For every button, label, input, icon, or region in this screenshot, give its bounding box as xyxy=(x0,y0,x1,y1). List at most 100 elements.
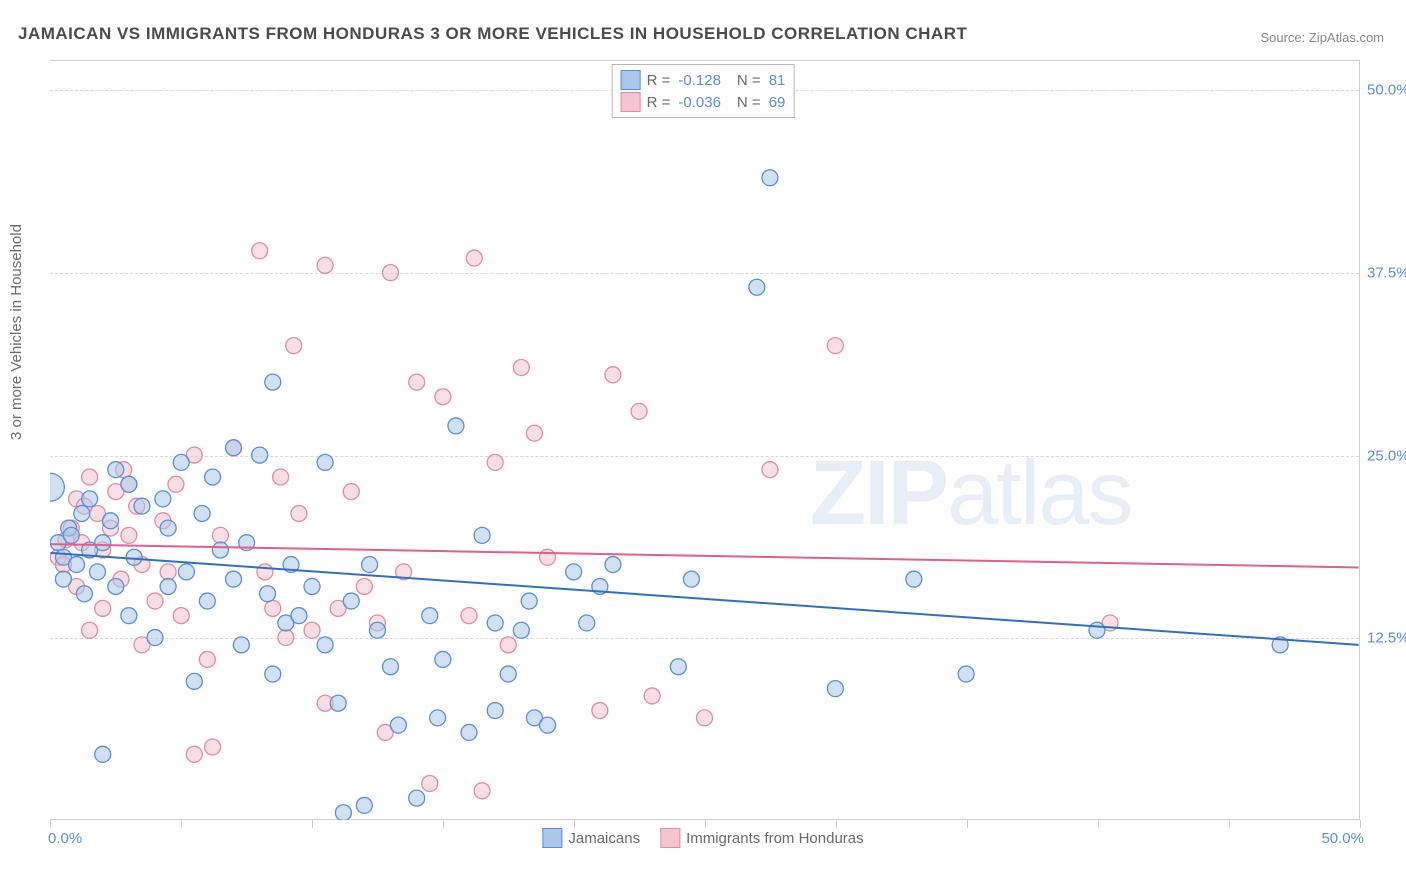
data-point xyxy=(317,637,333,653)
chart-title: JAMAICAN VS IMMIGRANTS FROM HONDURAS 3 O… xyxy=(18,24,967,44)
data-point xyxy=(958,666,974,682)
data-point xyxy=(82,491,98,507)
x-tick xyxy=(836,820,837,828)
data-point xyxy=(362,557,378,573)
x-tick xyxy=(312,820,313,828)
data-point xyxy=(461,724,477,740)
x-min-label: 0.0% xyxy=(48,830,82,847)
data-point xyxy=(252,447,268,463)
x-tick xyxy=(181,820,182,828)
scatter-chart-svg xyxy=(50,61,1359,820)
y-axis-label: 3 or more Vehicles in Household xyxy=(8,224,25,440)
data-point xyxy=(265,374,281,390)
legend-item-honduras: Immigrants from Honduras xyxy=(660,828,864,848)
data-point xyxy=(356,578,372,594)
y-tick-label: 50.0% xyxy=(1367,82,1406,99)
data-point xyxy=(383,659,399,675)
data-point xyxy=(827,338,843,354)
data-point xyxy=(317,454,333,470)
data-point xyxy=(63,527,79,543)
data-point xyxy=(265,600,281,616)
data-point xyxy=(160,520,176,536)
y-tick-label: 37.5% xyxy=(1367,264,1406,281)
data-point xyxy=(762,170,778,186)
data-point xyxy=(286,338,302,354)
x-tick xyxy=(574,820,575,828)
legend-item-jamaicans: Jamaicans xyxy=(542,828,640,848)
y-tick-label: 12.5% xyxy=(1367,630,1406,647)
data-point xyxy=(343,484,359,500)
data-point xyxy=(487,454,503,470)
data-point xyxy=(199,593,215,609)
data-point xyxy=(121,608,137,624)
x-max-label: 50.0% xyxy=(1321,830,1364,847)
trend-line xyxy=(50,553,1358,645)
data-point xyxy=(121,476,137,492)
data-point xyxy=(487,703,503,719)
data-point xyxy=(1089,622,1105,638)
data-point xyxy=(644,688,660,704)
data-point xyxy=(226,440,242,456)
data-point xyxy=(252,243,268,259)
data-point xyxy=(168,476,184,492)
data-point xyxy=(513,360,529,376)
data-point xyxy=(304,578,320,594)
data-point xyxy=(212,527,228,543)
data-point xyxy=(631,403,647,419)
x-tick xyxy=(443,820,444,828)
data-point xyxy=(448,418,464,434)
data-point xyxy=(173,454,189,470)
data-point xyxy=(304,622,320,638)
plot-area: ZIPatlas 12.5%25.0%37.5%50.0% xyxy=(50,60,1360,820)
data-point xyxy=(335,805,351,820)
x-tick xyxy=(705,820,706,828)
data-point xyxy=(343,593,359,609)
data-point xyxy=(126,549,142,565)
data-point xyxy=(500,666,516,682)
data-point xyxy=(435,389,451,405)
data-point xyxy=(317,257,333,273)
data-point xyxy=(199,651,215,667)
data-point xyxy=(260,586,276,602)
swatch-honduras-bottom xyxy=(660,828,680,848)
data-point xyxy=(265,666,281,682)
data-point xyxy=(205,739,221,755)
data-point xyxy=(186,746,202,762)
data-point xyxy=(487,615,503,631)
data-point xyxy=(291,608,307,624)
legend-row-honduras: R = -0.036 N = 69 xyxy=(621,91,786,113)
data-point xyxy=(205,469,221,485)
data-point xyxy=(474,783,490,799)
data-point xyxy=(390,717,406,733)
data-point xyxy=(50,473,64,501)
data-point xyxy=(134,498,150,514)
data-point xyxy=(749,279,765,295)
data-point xyxy=(697,710,713,726)
data-point xyxy=(474,527,490,543)
data-point xyxy=(566,564,582,580)
source-attribution: Source: ZipAtlas.com xyxy=(1260,30,1384,45)
data-point xyxy=(95,600,111,616)
data-point xyxy=(257,564,273,580)
correlation-legend: R = -0.128 N = 81 R = -0.036 N = 69 xyxy=(612,64,795,118)
data-point xyxy=(74,505,90,521)
data-point xyxy=(278,630,294,646)
data-point xyxy=(291,505,307,521)
data-point xyxy=(422,776,438,792)
data-point xyxy=(430,710,446,726)
x-tick xyxy=(1229,820,1230,828)
data-point xyxy=(226,571,242,587)
swatch-jamaicans xyxy=(621,70,641,90)
data-point xyxy=(526,425,542,441)
data-point xyxy=(160,578,176,594)
data-point xyxy=(605,557,621,573)
data-point xyxy=(409,374,425,390)
data-point xyxy=(435,651,451,667)
data-point xyxy=(422,608,438,624)
data-point xyxy=(103,513,119,529)
data-point xyxy=(178,564,194,580)
data-point xyxy=(670,659,686,675)
data-point xyxy=(82,622,98,638)
data-point xyxy=(108,578,124,594)
data-point xyxy=(466,250,482,266)
